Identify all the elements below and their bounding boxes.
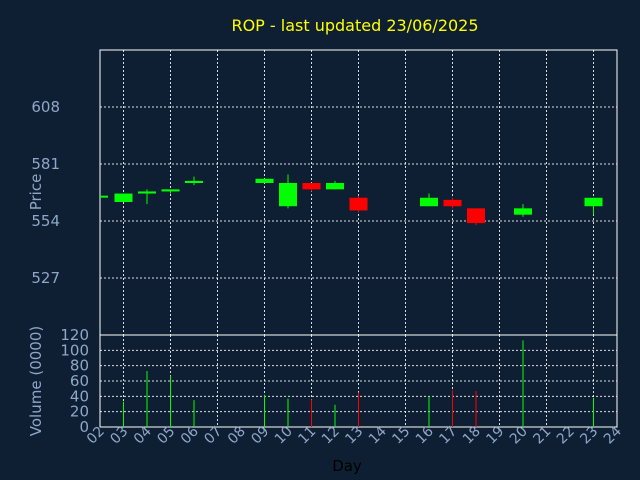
candle-body xyxy=(279,183,297,207)
price-y-ticks: 527 554 581 608 xyxy=(31,98,60,287)
candle-body xyxy=(302,183,321,190)
candle-body xyxy=(185,180,203,183)
candle-body xyxy=(100,195,108,198)
volume-tick-label: 100 xyxy=(60,341,89,359)
volume-tick-label: 120 xyxy=(60,326,89,344)
volume-tick-label: 80 xyxy=(70,357,89,375)
volume-bars xyxy=(123,340,594,427)
price-tick-label: 554 xyxy=(31,212,60,230)
volume-tick-label: 60 xyxy=(70,372,89,390)
price-grid xyxy=(100,50,617,335)
price-tick-label: 527 xyxy=(31,269,60,287)
price-axis-label: Price xyxy=(27,174,45,211)
candle-body xyxy=(114,193,133,202)
x-axis-label: Day xyxy=(332,457,362,475)
volume-tick-label: 0 xyxy=(79,418,89,436)
candle-body xyxy=(443,199,462,207)
x-ticks: 02 03 04 05 06 07 08 09 10 11 12 13 14 15 16 17 18 19 20 21… xyxy=(84,423,625,447)
volume-tick-label: 40 xyxy=(70,387,89,405)
candle-body xyxy=(161,189,180,192)
chart-title: ROP - last updated 23/06/2025 xyxy=(231,16,478,35)
candle-body xyxy=(514,208,532,215)
candle-body xyxy=(467,208,485,224)
price-panel-frame xyxy=(99,49,618,336)
candle-body xyxy=(326,183,344,190)
price-tick-label: 608 xyxy=(31,98,60,116)
candle-body xyxy=(349,197,368,211)
volume-tick-label: 20 xyxy=(70,403,89,421)
candles xyxy=(100,174,603,226)
candle-body xyxy=(255,178,274,183)
candle-body xyxy=(584,197,603,207)
price-tick-label: 581 xyxy=(31,155,60,173)
candle-body xyxy=(138,191,156,194)
volume-axis-label: Volume (0000) xyxy=(27,326,45,436)
candle-body xyxy=(420,197,438,207)
